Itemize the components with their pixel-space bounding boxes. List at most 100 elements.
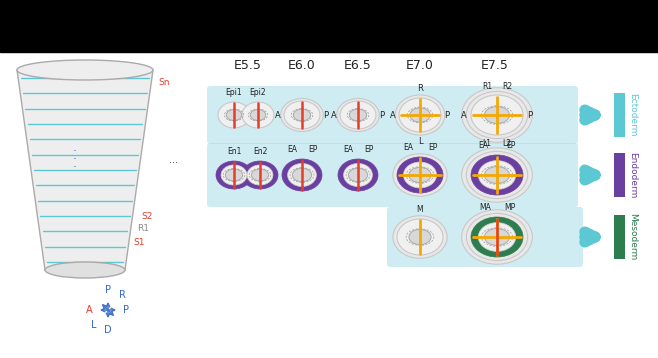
Ellipse shape — [467, 213, 528, 261]
Text: R1: R1 — [482, 82, 492, 91]
Text: EA: EA — [343, 145, 353, 154]
Text: S2: S2 — [141, 212, 153, 221]
Ellipse shape — [484, 229, 509, 245]
Ellipse shape — [226, 110, 241, 120]
Text: A: A — [461, 111, 467, 120]
Text: E6.5: E6.5 — [344, 58, 372, 72]
Text: A: A — [275, 111, 281, 120]
Text: EP: EP — [506, 141, 516, 150]
FancyBboxPatch shape — [207, 143, 578, 207]
Text: P: P — [444, 111, 449, 120]
Ellipse shape — [45, 262, 125, 278]
Text: E7.0: E7.0 — [406, 58, 434, 72]
Text: Epi2: Epi2 — [249, 88, 266, 97]
Ellipse shape — [340, 101, 376, 129]
Text: R: R — [417, 84, 423, 93]
Ellipse shape — [397, 157, 443, 193]
Ellipse shape — [250, 110, 266, 120]
Ellipse shape — [281, 98, 323, 131]
Text: Endoderm: Endoderm — [628, 152, 637, 198]
Ellipse shape — [399, 98, 441, 132]
Text: ·: · — [73, 145, 77, 159]
Ellipse shape — [218, 102, 250, 128]
Ellipse shape — [395, 95, 445, 135]
Ellipse shape — [221, 165, 247, 185]
Ellipse shape — [247, 165, 273, 185]
Ellipse shape — [225, 169, 243, 181]
Ellipse shape — [478, 161, 516, 189]
Text: L2: L2 — [503, 139, 511, 148]
Text: Ectoderm: Ectoderm — [628, 93, 637, 137]
Ellipse shape — [471, 217, 523, 257]
Ellipse shape — [484, 166, 509, 183]
Text: EP: EP — [428, 143, 438, 152]
FancyBboxPatch shape — [207, 209, 578, 265]
Text: P: P — [123, 305, 129, 315]
Text: A: A — [86, 305, 93, 315]
Ellipse shape — [393, 154, 447, 196]
Ellipse shape — [338, 159, 378, 191]
Text: P: P — [105, 285, 111, 295]
Text: S1: S1 — [133, 237, 145, 247]
Ellipse shape — [462, 210, 532, 264]
Text: ·: · — [73, 161, 77, 174]
FancyBboxPatch shape — [387, 207, 583, 267]
Text: L1: L1 — [482, 139, 492, 148]
Ellipse shape — [288, 164, 316, 187]
Ellipse shape — [349, 109, 367, 121]
Text: P: P — [528, 111, 532, 120]
Text: MA: MA — [479, 203, 491, 212]
Text: ...: ... — [168, 155, 178, 165]
Ellipse shape — [409, 229, 431, 245]
Text: E5.5: E5.5 — [234, 58, 262, 72]
Text: P: P — [380, 111, 384, 120]
Text: E7.5: E7.5 — [481, 58, 509, 72]
Text: R: R — [119, 290, 126, 300]
Ellipse shape — [393, 216, 447, 258]
Ellipse shape — [471, 95, 523, 135]
Ellipse shape — [397, 219, 443, 255]
Ellipse shape — [467, 91, 528, 139]
Text: P: P — [324, 111, 328, 120]
Ellipse shape — [478, 223, 516, 251]
Text: L: L — [91, 320, 97, 330]
Text: EP: EP — [309, 145, 318, 154]
Ellipse shape — [462, 88, 532, 142]
Text: Mesoderm: Mesoderm — [628, 213, 637, 261]
Bar — [614, 153, 625, 197]
Bar — [614, 215, 625, 259]
Bar — [0, 0, 658, 52]
Ellipse shape — [471, 155, 523, 195]
Bar — [614, 93, 625, 137]
Ellipse shape — [343, 164, 372, 187]
Ellipse shape — [484, 107, 509, 124]
Text: EA: EA — [287, 145, 297, 154]
FancyBboxPatch shape — [207, 86, 578, 144]
Text: ·: · — [73, 154, 77, 166]
Ellipse shape — [462, 148, 532, 202]
Ellipse shape — [292, 168, 312, 182]
Text: A: A — [390, 111, 396, 120]
Text: MP: MP — [505, 203, 516, 212]
Ellipse shape — [216, 161, 252, 189]
Text: Epi1: Epi1 — [226, 88, 242, 97]
Ellipse shape — [242, 161, 278, 189]
Ellipse shape — [409, 168, 431, 183]
Text: E6.0: E6.0 — [288, 58, 316, 72]
Text: M: M — [417, 205, 423, 214]
Text: D: D — [104, 325, 112, 335]
Ellipse shape — [282, 159, 322, 191]
Text: EP: EP — [365, 145, 374, 154]
Ellipse shape — [242, 102, 274, 128]
Text: EA: EA — [403, 143, 413, 152]
Text: En1: En1 — [227, 147, 241, 156]
Ellipse shape — [403, 162, 436, 188]
Ellipse shape — [410, 108, 430, 122]
Ellipse shape — [17, 60, 153, 80]
Text: R2: R2 — [502, 82, 512, 91]
Polygon shape — [17, 70, 153, 270]
Text: EA: EA — [478, 141, 488, 150]
Text: L: L — [418, 137, 422, 146]
Ellipse shape — [337, 98, 379, 131]
Text: Sn: Sn — [158, 77, 170, 87]
